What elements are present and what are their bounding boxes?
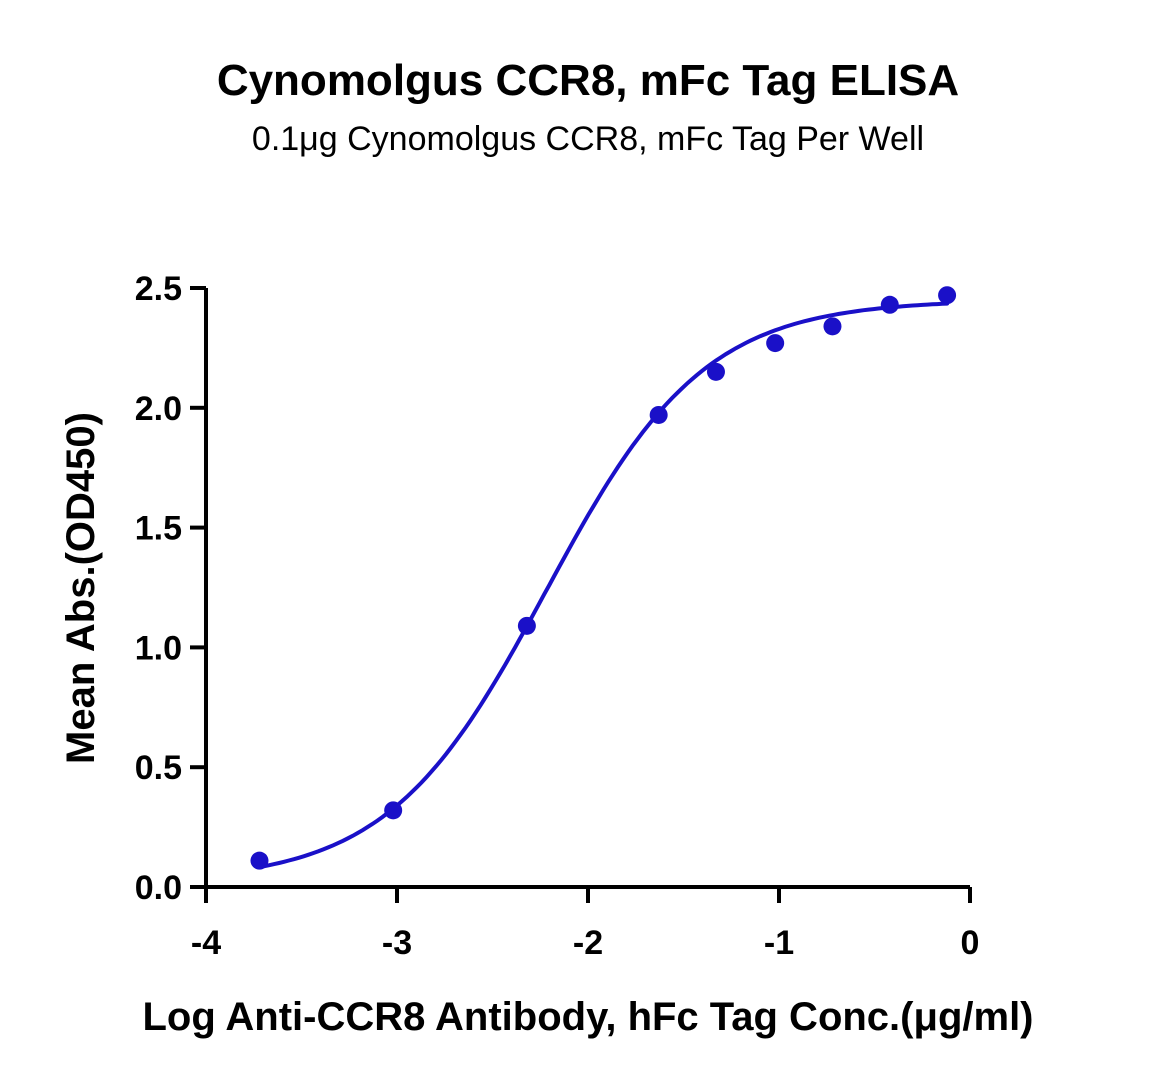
y-tick-label: 1.5: [135, 510, 182, 548]
chart-subtitle: 0.1μg Cynomolgus CCR8, mFc Tag Per Well: [252, 120, 924, 158]
data-point: [649, 405, 668, 424]
data-point: [823, 317, 842, 336]
y-tick-label: 2.0: [135, 390, 182, 428]
fit-curve: [257, 301, 950, 870]
data-point: [517, 616, 536, 635]
y-tick-label: 0.0: [135, 869, 182, 907]
y-axis-label: Mean Abs.(OD450): [59, 412, 103, 764]
x-axis-label: Log Anti-CCR8 Antibody, hFc Tag Conc.(μg…: [142, 995, 1033, 1039]
y-tick-label: 0.5: [135, 749, 182, 787]
x-tick-label: -1: [764, 924, 794, 962]
data-point: [766, 334, 785, 353]
y-tick-label: 1.0: [135, 629, 182, 667]
x-tick-label: -3: [382, 924, 412, 962]
x-axis-ticks: -4 -3 -2 -1 0: [191, 887, 980, 962]
y-tick-label: 2.5: [135, 270, 182, 308]
data-point: [384, 801, 403, 820]
x-tick-label: -4: [191, 924, 221, 962]
data-point: [706, 362, 725, 381]
data-point: [938, 286, 957, 305]
y-axis-ticks: 0.0 0.5 1.0 1.5 2.0 2.5: [135, 270, 206, 907]
x-tick-label: 0: [961, 924, 980, 962]
chart-title: Cynomolgus CCR8, mFc Tag ELISA: [217, 56, 959, 105]
data-point: [880, 295, 899, 314]
x-tick-label: -2: [573, 924, 603, 962]
data-points: [250, 286, 957, 870]
data-point: [250, 851, 269, 870]
